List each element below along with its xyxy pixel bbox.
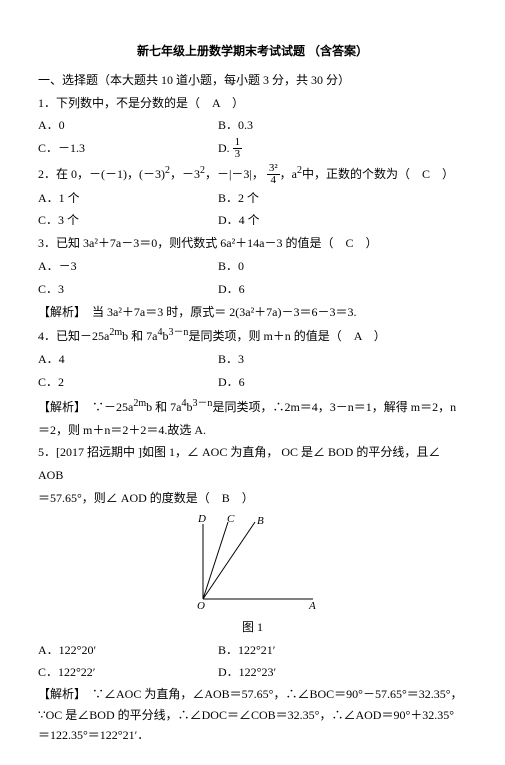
figure-1: D C B O A 图 1 xyxy=(183,514,323,639)
q3-opt-c: C．3 xyxy=(38,278,218,301)
q5-opt-b: B．122°21′ xyxy=(218,639,467,662)
q3-stem: 3．已知 3a²＋7a－3＝0，则代数式 6a²＋14a－3 的值是（ C ） xyxy=(38,232,467,255)
q5-line1: 5．[2017 招远期中 ]如图 1，∠ AOC 为直角， OC 是∠ BOD … xyxy=(38,441,467,487)
q5-line2: ＝57.65°，则∠ AOD 的度数是（ B ） xyxy=(38,487,467,510)
q2-stem: 2．在 0，－(－1)，(－3)2，－32，－|－3|， 3² 4 ，a2中，正… xyxy=(38,161,467,187)
q4-row2: C．2 D．6 xyxy=(38,371,467,394)
q4e-t4: 是同类项，∴2m＝4，3－n＝1，解得 m＝2，n xyxy=(212,400,456,414)
q5-row2: C．122°22′ D．122°23′ xyxy=(38,661,467,684)
q2-t2: ，－3 xyxy=(170,167,200,181)
q1-d-prefix: D. xyxy=(218,141,230,155)
sup: 3－n xyxy=(168,327,188,338)
q5-opt-c: C．122°22′ xyxy=(38,661,218,684)
q2-opt-d: D．4 个 xyxy=(218,209,467,232)
q1-stem: 1．下列数中，不是分数的是（ A ） xyxy=(38,92,467,115)
q5-explain-1: 【解析】 ∵∠AOC 为直角，∠AOB＝57.65°，∴∠BOC＝90°－57.… xyxy=(38,684,467,704)
q5-row1: A．122°20′ B．122°21′ xyxy=(38,639,467,662)
q4-opt-a: A．4 xyxy=(38,348,218,371)
den: 4 xyxy=(267,175,280,186)
sup: 2m xyxy=(109,327,122,338)
q4-t4: 是同类项，则 m＋n 的值是（ A ） xyxy=(188,329,385,343)
q2-t4: ，a xyxy=(280,167,297,181)
page-title: 新七年级上册数学期末考试试题 （含答案） xyxy=(38,40,467,63)
q4-stem: 4．已知－25a2mb 和 7a4b3－n是同类项，则 m＋n 的值是（ A ） xyxy=(38,323,467,348)
q3-opt-a: A．－3 xyxy=(38,255,218,278)
q4-row1: A．4 B．3 xyxy=(38,348,467,371)
q2-opt-b: B．2 个 xyxy=(218,187,467,210)
q5-opt-d: D．122°23′ xyxy=(218,661,467,684)
q2-row1: A．1 个 B．2 个 xyxy=(38,187,467,210)
q1-opt-a: A．0 xyxy=(38,114,218,137)
q3-opt-b: B．0 xyxy=(218,255,467,278)
q4e-t1: 【解析】 ∵－25a xyxy=(38,400,133,414)
svg-text:C: C xyxy=(227,514,235,525)
q2-row2: C．3 个 D．4 个 xyxy=(38,209,467,232)
q4-opt-d: D．6 xyxy=(218,371,467,394)
q3-row1: A．－3 B．0 xyxy=(38,255,467,278)
q2-t3: ，－|－3|， xyxy=(205,167,264,181)
q3-explain: 【解析】 当 3a²＋7a＝3 时，原式＝ 2(3a²＋7a)－3＝6－3＝3. xyxy=(38,301,467,324)
q1-opt-d: D. 1 3 xyxy=(218,137,467,161)
sup: 2m xyxy=(133,398,146,409)
sup: 3－n xyxy=(192,398,212,409)
q5-explain-3: ＝122.35°＝122°21′． xyxy=(38,725,467,745)
q3-row2: C．3 D．6 xyxy=(38,278,467,301)
q4-explain: 【解析】 ∵－25a2mb 和 7a4b3－n是同类项，∴2m＝4，3－n＝1，… xyxy=(38,394,467,419)
q4-opt-b: B．3 xyxy=(218,348,467,371)
q2-t5: 中，正数的个数为（ C ） xyxy=(302,167,454,181)
q4-opt-c: C．2 xyxy=(38,371,218,394)
num: 3² xyxy=(267,163,280,175)
q2-opt-a: A．1 个 xyxy=(38,187,218,210)
q1-row1: A．0 B．0.3 xyxy=(38,114,467,137)
fraction-icon: 3² 4 xyxy=(267,163,280,186)
q1-opt-b: B．0.3 xyxy=(218,114,467,137)
angle-diagram-icon: D C B O A xyxy=(183,514,323,614)
q3-opt-d: D．6 xyxy=(218,278,467,301)
figure-caption: 图 1 xyxy=(183,616,323,639)
section-heading: 一、选择题（本大题共 10 道小题，每小题 3 分，共 30 分） xyxy=(38,69,467,92)
q5-opt-a: A．122°20′ xyxy=(38,639,218,662)
svg-text:A: A xyxy=(308,600,316,612)
q1-row2: C．－1.3 D. 1 3 xyxy=(38,137,467,161)
q2-opt-c: C．3 个 xyxy=(38,209,218,232)
svg-text:O: O xyxy=(197,600,205,612)
svg-text:D: D xyxy=(197,514,206,525)
q4-t2: b 和 7a xyxy=(122,329,157,343)
q1-opt-c: C．－1.3 xyxy=(38,137,218,161)
q4e-t2: b 和 7a xyxy=(146,400,181,414)
q4-explain-line2: ＝2，则 m＋n＝2＋2＝4.故选 A. xyxy=(38,419,467,442)
exam-page: 新七年级上册数学期末考试试题 （含答案） 一、选择题（本大题共 10 道小题，每… xyxy=(0,0,505,765)
den: 3 xyxy=(233,149,243,160)
fraction-icon: 1 3 xyxy=(233,137,243,160)
svg-text:B: B xyxy=(257,515,264,527)
q4-t1: 4．已知－25a xyxy=(38,329,109,343)
q2-t1: 2．在 0，－(－1)，(－3) xyxy=(38,167,165,181)
q5-explain-2: ∵OC 是∠BOD 的平分线，∴∠DOC＝∠COB＝32.35°，∴∠AOD＝9… xyxy=(38,705,467,725)
